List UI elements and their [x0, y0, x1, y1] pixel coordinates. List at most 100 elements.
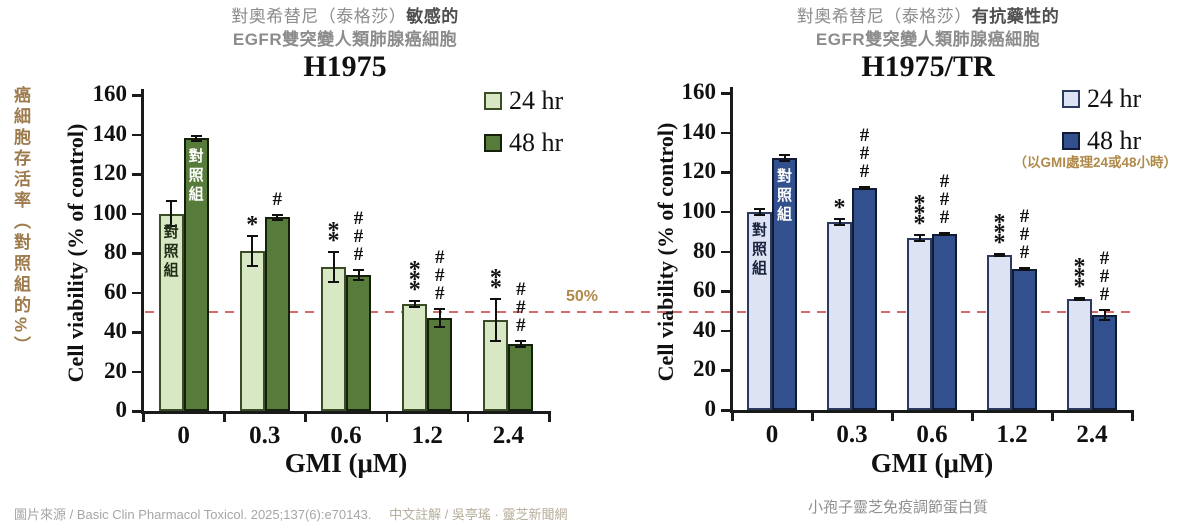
error-bar-part: [834, 223, 845, 226]
right-subtitle-normal: 對奧希替尼（泰格莎）: [796, 7, 972, 26]
right-legend-swatch: [1062, 90, 1080, 108]
control-label-char: 組: [188, 186, 204, 204]
right-x-axis-line: [730, 410, 1134, 413]
right-x-tick-label: 0: [765, 421, 779, 448]
right-x-tick-label: 1.2: [996, 421, 1028, 448]
right-chart-footnote: 小孢子靈芝免疫調節蛋白質: [807, 499, 988, 516]
right-bar-48hr-0.3: [852, 188, 877, 410]
error-bar-part: [434, 326, 446, 329]
error-bar-part: [1099, 318, 1110, 321]
left-error-bar: [165, 199, 177, 228]
significance-symbol: #: [1019, 242, 1030, 264]
left-chart-subtitle-line1: 對奧希替尼（泰格莎）敏感的: [135, 6, 555, 28]
error-bar-part: [190, 140, 202, 143]
error-bar-part: [190, 134, 202, 137]
error-bar-part: [515, 339, 527, 342]
error-bar-part: [754, 213, 765, 216]
left-x-tick: [223, 413, 226, 422]
left-x-tick: [548, 413, 551, 422]
significance-symbol: #: [859, 143, 870, 165]
right-y-tick: [721, 369, 730, 372]
right-x-axis-label: GMI (μM): [870, 448, 994, 478]
control-label-char: 照: [751, 240, 767, 258]
right-chart-subtitle-line2: EGFR雙突變人類肺腺癌細胞: [815, 30, 1041, 49]
error-bar-part: [494, 298, 497, 342]
significance-symbol: #: [434, 283, 445, 305]
right-control-group-label: 對照組: [740, 221, 780, 278]
significance-symbol: *: [327, 228, 340, 255]
right-y-tick-label: 0: [704, 396, 717, 421]
left-error-bar: [409, 300, 421, 309]
right-y-axis-line: [730, 87, 733, 412]
right-y-tick: [721, 329, 730, 333]
left-significance-star: * * *: [400, 258, 430, 302]
right-bar-48hr-2.4: [1092, 314, 1117, 410]
right-subtitle-emphasis: 有抗藥性的: [971, 7, 1060, 26]
right-error-bar: [859, 186, 870, 191]
significance-symbol: #: [1019, 224, 1030, 246]
left-legend-label: 48 hr: [509, 128, 564, 157]
significance-symbol: #: [353, 207, 364, 229]
error-bar-part: [1019, 269, 1030, 272]
left-chart-title: H1975: [303, 50, 387, 83]
right-error-bar: [1099, 308, 1110, 321]
error-bar-part: [195, 134, 198, 143]
significance-symbol: *: [833, 194, 846, 221]
left-y-tick: [132, 370, 141, 373]
left-significance-hash: # # #: [344, 207, 374, 265]
error-bar-part: [859, 186, 870, 189]
error-bar-part: [914, 239, 925, 242]
left-x-tick: [304, 413, 307, 422]
left-y-tick: [132, 410, 141, 413]
significance-symbol: #: [353, 243, 364, 265]
left-y-tick-label: 140: [92, 120, 128, 146]
right-legend-label: 48 hr: [1087, 126, 1142, 155]
significance-symbol: *: [993, 230, 1006, 257]
control-label-char: 對: [776, 168, 792, 186]
left-bar-48hr-1.2: [427, 318, 453, 411]
left-x-tick-label: 0.6: [330, 422, 362, 449]
left-bar-24hr-0: [158, 213, 184, 411]
error-bar-part: [490, 298, 502, 301]
error-bar-part: [994, 255, 1005, 258]
error-bar-part: [328, 251, 339, 254]
right-legend-swatch: [1062, 132, 1080, 150]
left-significance-hash: # # #: [425, 248, 455, 305]
significance-symbol: #: [1019, 206, 1030, 228]
right-error-bar: [914, 233, 925, 242]
right-error-bar: [834, 217, 845, 226]
significance-symbol: *: [913, 210, 926, 237]
error-bar-part: [918, 233, 921, 242]
left-error-bar: [353, 268, 364, 281]
control-label-char: 照: [776, 187, 792, 205]
error-bar-part: [519, 339, 522, 348]
right-significance-star: * * *: [905, 192, 935, 237]
left-legend-label: 24 hr: [509, 86, 564, 115]
significance-symbol: #: [939, 188, 950, 210]
right-y-tick: [721, 171, 730, 174]
right-bar-48hr-1.2: [1012, 269, 1037, 410]
left-y-tick: [132, 291, 141, 294]
left-x-tick-label: 2.4: [492, 422, 525, 449]
left-significance-star: * *: [319, 219, 349, 255]
control-label-char: 組: [776, 206, 792, 224]
significance-symbol: #: [516, 278, 526, 300]
right-y-tick-label: 80: [693, 237, 716, 263]
right-x-tick-label: 0.3: [836, 421, 868, 448]
left-subtitle-normal: 對奧希替尼（泰格莎）: [231, 7, 407, 26]
left-legend-swatch: [484, 134, 502, 152]
right-y-tick-label: 140: [681, 118, 717, 144]
significance-symbol: #: [859, 161, 870, 183]
control-label-char: 對: [188, 148, 204, 166]
significance-symbol: *: [246, 212, 259, 239]
error-bar-part: [276, 213, 279, 222]
left-y-tick-label: 0: [115, 397, 128, 422]
error-bar-part: [490, 339, 502, 342]
error-bar-part: [165, 225, 177, 228]
image-caption: 圖片來源 / Basic Clin Pharmacol Toxicol. 202…: [14, 504, 567, 523]
error-bar-part: [165, 199, 177, 202]
left-x-tick: [466, 413, 470, 422]
right-x-tick: [891, 412, 894, 421]
significance-symbol: #: [939, 170, 950, 192]
right-bar-48hr-0.6: [932, 233, 957, 410]
